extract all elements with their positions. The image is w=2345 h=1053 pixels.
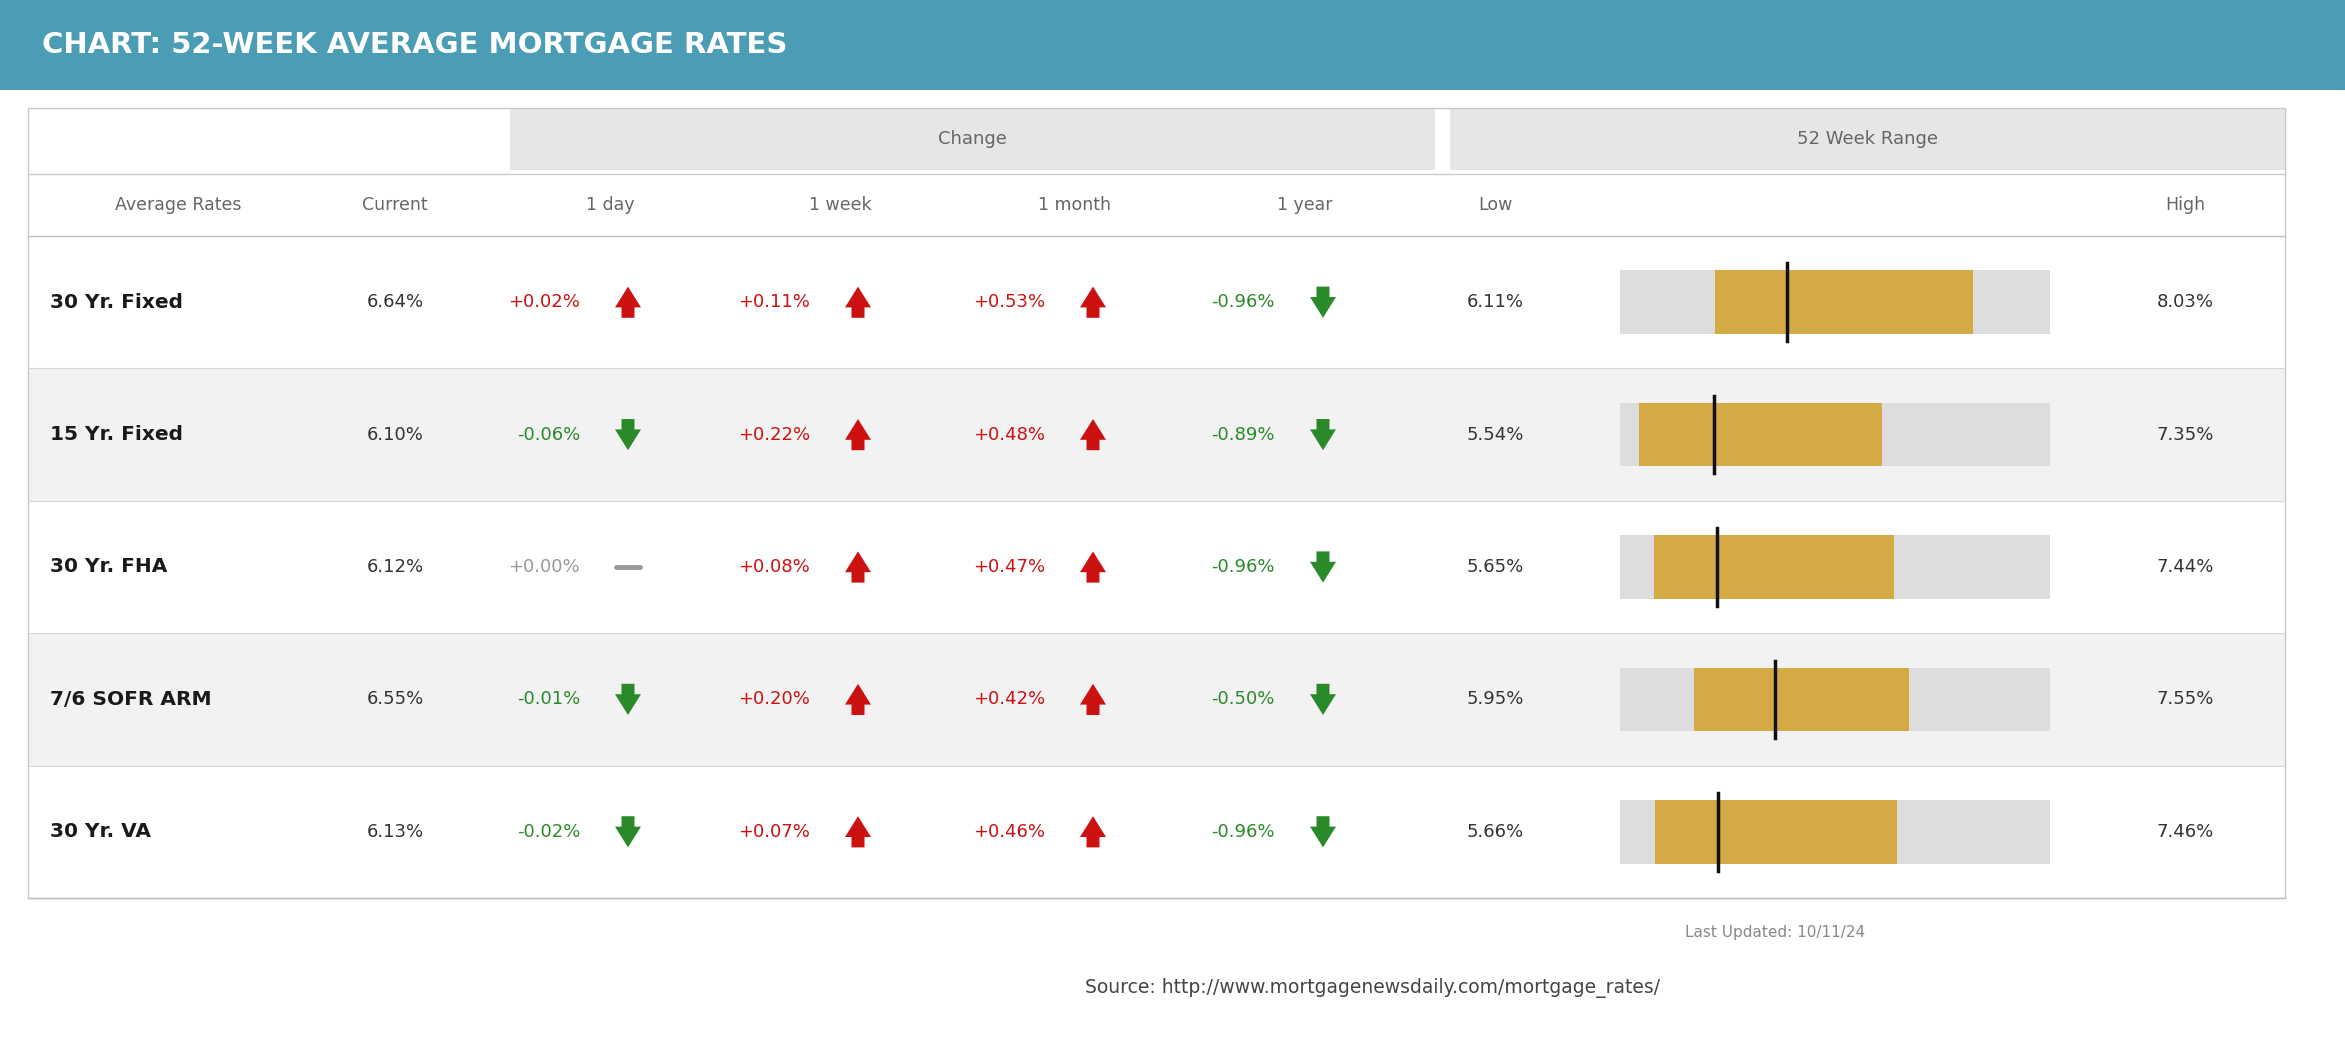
Bar: [1717, 271, 1974, 334]
Text: 6.11%: 6.11%: [1466, 293, 1524, 312]
Text: 7.55%: 7.55%: [2157, 691, 2214, 709]
Text: 52 Week Range: 52 Week Range: [1796, 130, 1937, 148]
Text: Average Rates: Average Rates: [115, 196, 242, 214]
Bar: [28, 766, 2284, 898]
Polygon shape: [1081, 683, 1107, 715]
Text: +0.47%: +0.47%: [973, 558, 1046, 576]
Text: High: High: [2164, 196, 2204, 214]
Text: 6.55%: 6.55%: [366, 691, 424, 709]
Text: +0.20%: +0.20%: [739, 691, 809, 709]
Text: Source: http://www.mortgagenewsdaily.com/mortgage_rates/: Source: http://www.mortgagenewsdaily.com…: [1086, 978, 1660, 998]
Polygon shape: [844, 419, 870, 451]
Bar: [1620, 668, 2050, 731]
Text: 6.13%: 6.13%: [366, 822, 424, 840]
Text: 30 Yr. Fixed: 30 Yr. Fixed: [49, 293, 183, 312]
Text: Change: Change: [938, 130, 1006, 148]
Polygon shape: [844, 552, 870, 582]
Polygon shape: [1081, 419, 1107, 451]
Polygon shape: [614, 286, 640, 318]
Bar: [0, 0, 2345, 90]
Text: 30 Yr. VA: 30 Yr. VA: [49, 822, 150, 841]
Text: -0.06%: -0.06%: [516, 425, 579, 443]
Text: 7/6 SOFR ARM: 7/6 SOFR ARM: [49, 690, 211, 709]
Text: 5.95%: 5.95%: [1466, 691, 1524, 709]
Text: -0.96%: -0.96%: [1212, 558, 1276, 576]
Text: +0.22%: +0.22%: [739, 425, 809, 443]
Text: 5.65%: 5.65%: [1466, 558, 1524, 576]
Polygon shape: [844, 286, 870, 318]
Bar: [509, 108, 1435, 170]
Text: 6.10%: 6.10%: [366, 425, 424, 443]
Text: +0.42%: +0.42%: [973, 691, 1046, 709]
Text: 1 week: 1 week: [809, 196, 872, 214]
Text: Last Updated: 10/11/24: Last Updated: 10/11/24: [1686, 926, 1864, 940]
Text: 1 month: 1 month: [1039, 196, 1112, 214]
Text: -0.50%: -0.50%: [1212, 691, 1276, 709]
Polygon shape: [844, 683, 870, 715]
Text: 6.64%: 6.64%: [366, 293, 424, 312]
Bar: [1620, 403, 2050, 466]
Polygon shape: [1081, 286, 1107, 318]
Bar: [1620, 800, 2050, 863]
Text: +0.02%: +0.02%: [509, 293, 579, 312]
Polygon shape: [1081, 552, 1107, 582]
Text: 7.46%: 7.46%: [2157, 822, 2214, 840]
Text: +0.00%: +0.00%: [509, 558, 579, 576]
Bar: [1639, 403, 1883, 466]
Bar: [1656, 800, 1897, 863]
Text: 1 year: 1 year: [1278, 196, 1332, 214]
Text: Current: Current: [361, 196, 427, 214]
Text: -0.01%: -0.01%: [516, 691, 579, 709]
Polygon shape: [1311, 552, 1337, 582]
Text: +0.07%: +0.07%: [739, 822, 809, 840]
Polygon shape: [844, 816, 870, 848]
Text: Low: Low: [1477, 196, 1513, 214]
Text: +0.48%: +0.48%: [973, 425, 1046, 443]
Polygon shape: [614, 419, 640, 451]
Bar: [28, 108, 2284, 898]
Text: 30 Yr. FHA: 30 Yr. FHA: [49, 557, 166, 576]
Text: -0.96%: -0.96%: [1212, 822, 1276, 840]
Text: 1 day: 1 day: [586, 196, 633, 214]
Text: +0.08%: +0.08%: [739, 558, 809, 576]
Text: 7.44%: 7.44%: [2157, 558, 2214, 576]
Polygon shape: [614, 816, 640, 848]
Text: 15 Yr. Fixed: 15 Yr. Fixed: [49, 425, 183, 444]
Text: +0.46%: +0.46%: [973, 822, 1046, 840]
Bar: [1620, 271, 2050, 334]
Text: +0.11%: +0.11%: [739, 293, 809, 312]
Polygon shape: [614, 683, 640, 715]
Text: 7.35%: 7.35%: [2157, 425, 2214, 443]
Polygon shape: [1311, 419, 1337, 451]
Text: 5.66%: 5.66%: [1466, 822, 1524, 840]
Text: 5.54%: 5.54%: [1466, 425, 1524, 443]
Text: 6.12%: 6.12%: [366, 558, 424, 576]
Bar: [28, 236, 2284, 369]
Bar: [1693, 668, 1909, 731]
Text: -0.89%: -0.89%: [1212, 425, 1276, 443]
Text: -0.02%: -0.02%: [516, 822, 579, 840]
Polygon shape: [1311, 286, 1337, 318]
Bar: [28, 501, 2284, 633]
Text: 8.03%: 8.03%: [2157, 293, 2214, 312]
Bar: [1620, 535, 2050, 599]
Text: +0.53%: +0.53%: [973, 293, 1046, 312]
Polygon shape: [1311, 816, 1337, 848]
Polygon shape: [1081, 816, 1107, 848]
Bar: [1653, 535, 1895, 599]
Polygon shape: [1311, 683, 1337, 715]
Text: -0.96%: -0.96%: [1212, 293, 1276, 312]
Text: CHART: 52-WEEK AVERAGE MORTGAGE RATES: CHART: 52-WEEK AVERAGE MORTGAGE RATES: [42, 31, 788, 59]
Bar: [28, 369, 2284, 501]
Bar: [1449, 108, 2284, 170]
Bar: [28, 633, 2284, 766]
